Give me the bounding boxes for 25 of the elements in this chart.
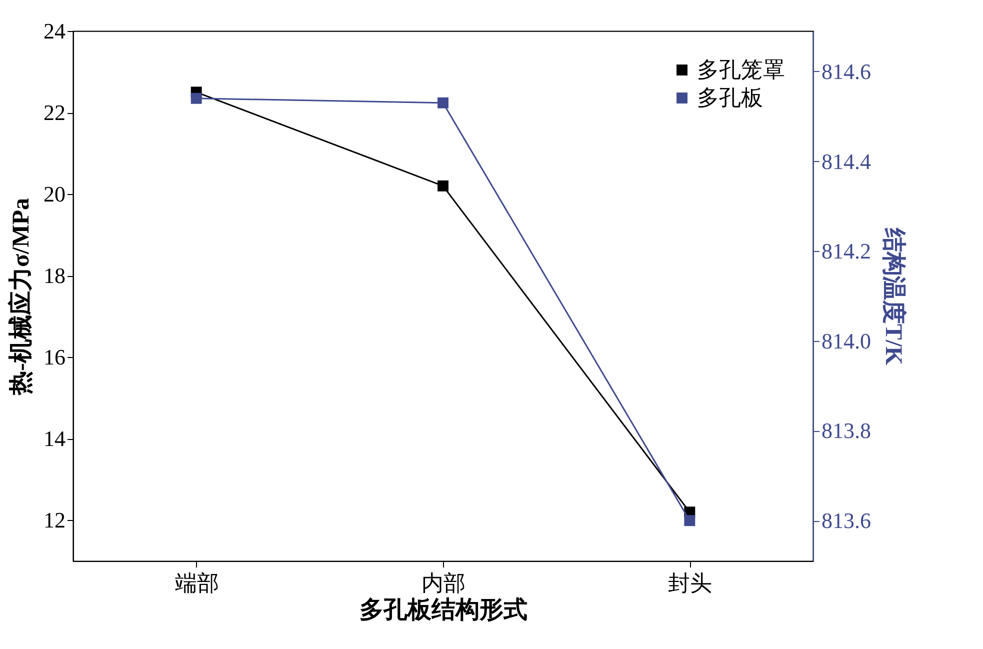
y-tick-label: 12: [44, 508, 66, 533]
x-axis-title: 多孔板结构形式: [360, 596, 528, 624]
y2-axis-title: 结构温度T/K: [880, 226, 907, 366]
point: [684, 515, 696, 526]
y-tick-label: 20: [44, 182, 66, 207]
y2-tick-label: 813.6: [822, 508, 871, 534]
x-tick-label: 端部: [174, 570, 219, 596]
y-tick-label: 16: [44, 344, 66, 370]
legend-label: 多孔笼罩: [697, 57, 785, 82]
x-tick-label: 内部: [422, 570, 466, 596]
y-axis-title: 热-机械应力σ/MPa: [8, 198, 34, 396]
x-tick-label: 封头: [668, 570, 712, 596]
point: [438, 97, 448, 108]
y-tick-label: 14: [44, 426, 66, 452]
y2-tick-label: 814.6: [822, 58, 871, 84]
y2-tick-label: 814.2: [822, 238, 871, 264]
y-tick-label: 24: [44, 18, 66, 44]
point: [438, 180, 448, 192]
y2-tick-label: 813.8: [822, 418, 871, 444]
legend-label: 多孔板: [697, 85, 763, 110]
y-tick-label: 22: [44, 100, 66, 126]
y-tick-label: 18: [44, 263, 66, 288]
y2-tick-label: 814.0: [822, 328, 871, 354]
y2-tick-label: 814.4: [822, 148, 871, 174]
point: [190, 92, 202, 104]
